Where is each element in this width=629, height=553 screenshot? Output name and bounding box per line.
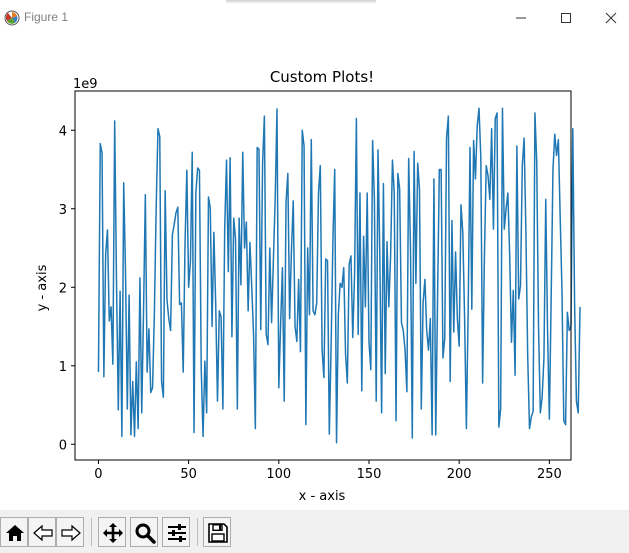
close-button[interactable] <box>590 6 629 30</box>
magnifier-icon <box>135 523 156 544</box>
home-icon <box>6 525 24 541</box>
minimize-icon <box>516 17 526 19</box>
plot-frame <box>74 90 572 461</box>
forward-button[interactable] <box>56 517 84 547</box>
x-axis-ticks: 0 50 100 150 200 250 <box>94 460 562 482</box>
y-axis-ticks: 0 1 2 3 4 <box>59 124 75 453</box>
arrow-right-icon <box>61 524 81 542</box>
minimize-button[interactable] <box>500 6 540 30</box>
x-tick-label: 200 <box>447 467 472 482</box>
configure-subplots-button[interactable] <box>162 517 190 547</box>
y-axis-label: y - axis <box>35 264 50 311</box>
move-icon <box>103 523 123 543</box>
x-tick-label: 100 <box>266 467 291 482</box>
y-tick-label: 1 <box>59 360 67 375</box>
y-offset-label: 1e9 <box>73 77 98 92</box>
close-icon <box>605 12 617 24</box>
maximize-icon <box>561 13 571 23</box>
arrow-left-icon <box>33 524 53 542</box>
line-chart: Custom Plots! 1e9 x - axis y - axis 0 50 1… <box>35 68 581 504</box>
window-title-bar: Figure 1 <box>0 0 629 36</box>
y-tick-label: 0 <box>59 438 67 453</box>
navigation-toolbar <box>0 510 629 553</box>
y-tick-label: 3 <box>59 203 67 218</box>
zoom-button[interactable] <box>130 517 158 547</box>
window-title: Figure 1 <box>24 10 69 24</box>
x-axis-label: x - axis <box>299 489 346 504</box>
y-tick-label: 4 <box>59 124 67 139</box>
data-series-line <box>97 107 581 444</box>
y-tick-label: 2 <box>59 281 67 296</box>
matplotlib-logo-icon <box>4 10 20 26</box>
floppy-disk-icon <box>208 523 228 543</box>
save-button[interactable] <box>203 517 231 547</box>
x-tick-label: 0 <box>94 467 102 482</box>
x-tick-label: 150 <box>357 467 382 482</box>
x-tick-label: 50 <box>180 467 197 482</box>
chart-title: Custom Plots! <box>270 68 374 86</box>
pan-button[interactable] <box>98 517 126 547</box>
home-button[interactable] <box>0 517 28 547</box>
taskbar-peek-strip <box>226 0 376 4</box>
maximize-button[interactable] <box>545 6 585 30</box>
toolbar-separator <box>91 518 92 546</box>
figure-canvas[interactable]: Custom Plots! 1e9 x - axis y - axis 0 50 1… <box>0 36 629 510</box>
toolbar-separator <box>197 518 198 546</box>
sliders-icon <box>168 524 186 542</box>
x-tick-label: 250 <box>537 467 562 482</box>
back-button[interactable] <box>28 517 56 547</box>
